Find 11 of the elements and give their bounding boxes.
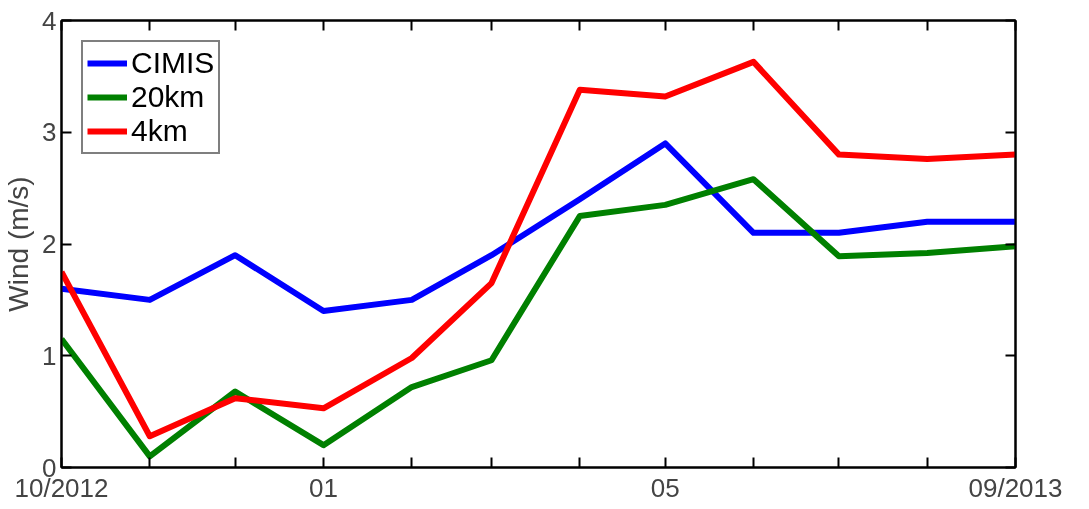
- y-tick-label: 3: [42, 117, 57, 148]
- y-tick-label: 2: [42, 229, 57, 259]
- x-tick-label: 05: [650, 472, 680, 503]
- y-axis-title: Wind (m/s): [3, 176, 35, 312]
- legend-label: 20km: [131, 80, 205, 114]
- x-tick-label: 01: [309, 472, 338, 503]
- y-tick-label: 1: [42, 340, 57, 371]
- y-tick-label: 4: [42, 5, 57, 36]
- x-tick-label: 09/2013: [968, 472, 1063, 503]
- legend-label: CIMIS: [131, 46, 215, 80]
- legend-label: 4km: [131, 114, 188, 148]
